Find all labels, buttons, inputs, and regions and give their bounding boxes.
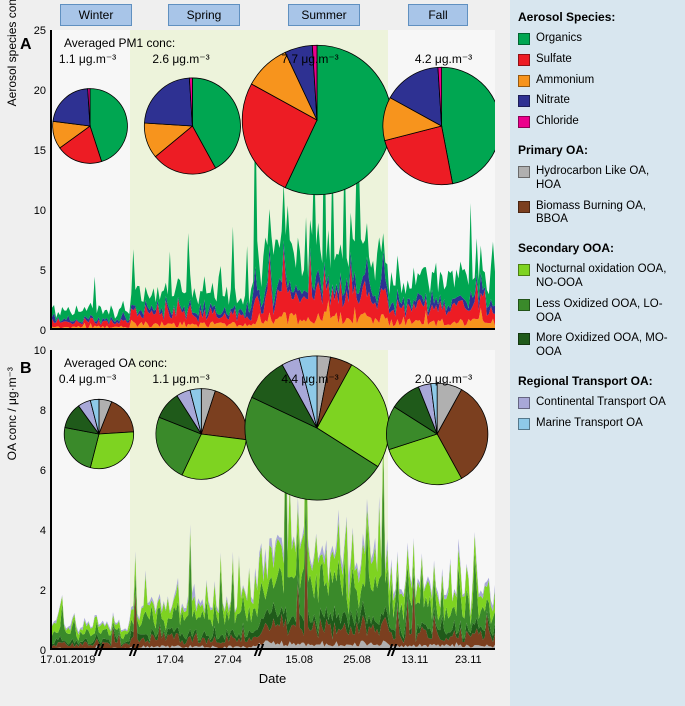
avg-value: 2.6 μg.m⁻³ bbox=[152, 52, 209, 66]
pie-chart bbox=[386, 383, 487, 484]
x-tick: 23.11 bbox=[438, 650, 498, 666]
avg-value: 7.7 μg.m⁻³ bbox=[281, 52, 338, 66]
axis-break bbox=[388, 644, 396, 656]
x-axis-label: Date bbox=[259, 671, 286, 686]
pie-chart bbox=[64, 399, 133, 468]
legend-label: Hydrocarbon Like OA, HOA bbox=[536, 165, 677, 193]
x-tick: 15.08 bbox=[269, 650, 329, 666]
pie-chart bbox=[53, 89, 128, 164]
panel-a-letter: A bbox=[20, 36, 32, 54]
x-tick: 25.08 bbox=[327, 650, 387, 666]
legend-swatch bbox=[518, 75, 530, 87]
season-tab-fall: Fall bbox=[408, 4, 468, 26]
y-tick: 0 bbox=[20, 325, 50, 337]
y-tick: 15 bbox=[20, 145, 50, 157]
legend-swatch bbox=[518, 418, 530, 430]
x-tick: 17.01.2019 bbox=[38, 650, 98, 666]
legend-label: More Oxidized OOA, MO-OOA bbox=[536, 332, 677, 360]
panel-b-avg-label: Averaged OA conc: bbox=[64, 356, 167, 370]
axis-break bbox=[255, 644, 263, 656]
pie-chart bbox=[144, 78, 240, 174]
axis-break bbox=[95, 644, 103, 656]
y-tick: 10 bbox=[20, 345, 50, 357]
y-tick: 8 bbox=[20, 405, 50, 417]
legend-label: Ammonium bbox=[536, 74, 594, 88]
season-tab-summer: Summer bbox=[288, 4, 360, 26]
legend-label: Biomass Burning OA, BBOA bbox=[536, 200, 677, 228]
legend-swatch bbox=[518, 299, 530, 311]
y-tick: 20 bbox=[20, 85, 50, 97]
legend-section: Secondary OOA: Nocturnal oxidation OOA, N… bbox=[518, 241, 677, 360]
y-tick: 25 bbox=[20, 25, 50, 37]
y-tick: 2 bbox=[20, 585, 50, 597]
legend-item: Sulfate bbox=[518, 53, 677, 67]
avg-value: 4.4 μg.m⁻³ bbox=[281, 372, 338, 386]
legend-label: Less Oxidized OOA, LO-OOA bbox=[536, 298, 677, 326]
legend-section: Regional Transport OA: Continental Transp… bbox=[518, 374, 677, 431]
legend-item: Marine Transport OA bbox=[518, 417, 677, 431]
pie-chart bbox=[383, 67, 495, 184]
legend-swatch bbox=[518, 54, 530, 66]
legend-label: Nocturnal oxidation OOA, NO-OOA bbox=[536, 263, 677, 291]
legend-label: Marine Transport OA bbox=[536, 417, 643, 431]
legend-label: Sulfate bbox=[536, 53, 572, 67]
season-tab-winter: Winter bbox=[60, 4, 132, 26]
legend-title: Primary OA: bbox=[518, 143, 677, 157]
legend-title: Regional Transport OA: bbox=[518, 374, 677, 388]
legend-swatch bbox=[518, 166, 530, 178]
legend-item: Organics bbox=[518, 32, 677, 46]
legend-item: Nitrate bbox=[518, 94, 677, 108]
panel-a-ylabel: Aerosol species conc / μg·m⁻³ bbox=[5, 0, 19, 106]
legend-item: More Oxidized OOA, MO-OOA bbox=[518, 332, 677, 360]
legend-title: Secondary OOA: bbox=[518, 241, 677, 255]
x-tick: 17.04 bbox=[140, 650, 200, 666]
legend-section: Aerosol Species: Organics Sulfate Ammonium N… bbox=[518, 10, 677, 129]
axis-break bbox=[130, 644, 138, 656]
legend-label: Continental Transport OA bbox=[536, 396, 666, 410]
legend-label: Organics bbox=[536, 32, 582, 46]
legend-item: Hydrocarbon Like OA, HOA bbox=[518, 165, 677, 193]
avg-value: 1.1 μg.m⁻³ bbox=[152, 372, 209, 386]
legend: Aerosol Species: Organics Sulfate Ammonium N… bbox=[510, 0, 685, 706]
legend-item: Less Oxidized OOA, LO-OOA bbox=[518, 298, 677, 326]
panel-a: A Aerosol species conc / μg·m⁻³ 05101520… bbox=[50, 30, 495, 330]
legend-item: Ammonium bbox=[518, 74, 677, 88]
y-tick: 4 bbox=[20, 525, 50, 537]
legend-label: Chloride bbox=[536, 115, 579, 129]
legend-item: Continental Transport OA bbox=[518, 396, 677, 410]
legend-title: Aerosol Species: bbox=[518, 10, 677, 24]
legend-item: Nocturnal oxidation OOA, NO-OOA bbox=[518, 263, 677, 291]
legend-section: Primary OA: Hydrocarbon Like OA, HOA Bioma… bbox=[518, 143, 677, 227]
avg-value: 0.4 μg.m⁻³ bbox=[59, 372, 116, 386]
y-tick: 10 bbox=[20, 205, 50, 217]
panel-a-avg-label: Averaged PM1 conc: bbox=[64, 36, 175, 50]
legend-item: Biomass Burning OA, BBOA bbox=[518, 200, 677, 228]
legend-swatch bbox=[518, 116, 530, 128]
panel-b-letter: B bbox=[20, 360, 32, 378]
panel-b-plot bbox=[50, 350, 495, 650]
legend-swatch bbox=[518, 33, 530, 45]
avg-value: 1.1 μg.m⁻³ bbox=[59, 52, 116, 66]
legend-swatch bbox=[518, 95, 530, 107]
panel-a-plot bbox=[50, 30, 495, 330]
chart-column: Winter Spring Summer Fall A Aerosol species… bbox=[0, 0, 510, 706]
y-tick: 5 bbox=[20, 265, 50, 277]
legend-swatch bbox=[518, 201, 530, 213]
legend-swatch bbox=[518, 397, 530, 409]
panel-b-ylabel: OA conc / μg·m⁻³ bbox=[5, 367, 19, 460]
legend-swatch bbox=[518, 264, 530, 276]
legend-swatch bbox=[518, 333, 530, 345]
x-tick: 27.04 bbox=[198, 650, 258, 666]
avg-value: 4.2 μg.m⁻³ bbox=[415, 52, 472, 66]
season-tab-spring: Spring bbox=[168, 4, 240, 26]
y-tick: 6 bbox=[20, 465, 50, 477]
pie-chart bbox=[156, 389, 247, 480]
avg-value: 2.0 μg.m⁻³ bbox=[415, 372, 472, 386]
pie-chart bbox=[242, 45, 392, 195]
legend-item: Chloride bbox=[518, 115, 677, 129]
panel-b: B OA conc / μg·m⁻³ 0246810 Averaged OA c… bbox=[50, 350, 495, 650]
figure: Winter Spring Summer Fall A Aerosol species… bbox=[0, 0, 685, 706]
legend-label: Nitrate bbox=[536, 94, 570, 108]
